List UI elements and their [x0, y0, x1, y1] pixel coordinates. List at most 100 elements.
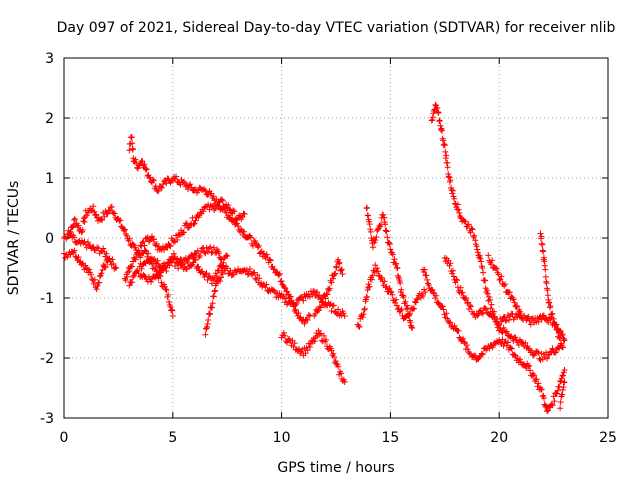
data-point — [132, 156, 139, 163]
data-point — [185, 186, 191, 193]
data-point — [178, 262, 185, 269]
data-point — [129, 279, 136, 286]
data-point — [170, 239, 177, 246]
data-point — [535, 318, 542, 325]
data-point — [498, 328, 505, 335]
data-point — [404, 305, 411, 312]
data-point — [341, 313, 348, 319]
data-point — [461, 339, 468, 345]
data-point — [284, 288, 291, 295]
data-point — [511, 352, 518, 359]
data-point — [251, 269, 258, 276]
data-point — [526, 362, 533, 369]
data-point — [168, 306, 175, 313]
data-point — [230, 207, 237, 214]
data-point — [559, 373, 566, 379]
data-point — [284, 339, 290, 346]
data-point — [474, 249, 481, 256]
data-point — [209, 300, 216, 307]
data-point — [93, 286, 100, 293]
data-point — [98, 216, 104, 223]
data-point — [557, 335, 564, 342]
data-point — [187, 181, 194, 188]
data-point — [459, 289, 466, 296]
data-point — [518, 313, 524, 319]
data-point — [478, 309, 485, 316]
data-point — [386, 285, 393, 292]
data-point — [195, 254, 202, 261]
data-point — [212, 287, 219, 294]
data-point — [338, 267, 345, 274]
data-point — [333, 263, 339, 270]
data-point — [301, 320, 308, 327]
data-point — [457, 284, 464, 291]
data-point — [117, 217, 124, 224]
data-point — [539, 241, 546, 248]
data-point — [436, 117, 443, 124]
data-point — [103, 250, 110, 257]
x-tick-labels: 0 5 10 15 20 25 — [60, 430, 617, 446]
data-point — [173, 173, 180, 180]
data-point — [397, 280, 404, 286]
data-point — [413, 296, 420, 303]
y-tick-label: -2 — [40, 351, 54, 367]
data-point — [449, 190, 456, 197]
data-point — [550, 393, 557, 400]
data-point — [335, 306, 342, 313]
data-point — [560, 379, 567, 386]
data-point — [106, 255, 113, 262]
data-point — [80, 218, 87, 225]
data-point — [531, 372, 537, 379]
data-point — [393, 296, 399, 303]
data-point — [291, 340, 298, 347]
data-point — [436, 118, 443, 125]
data-point — [546, 299, 553, 306]
data-point — [236, 212, 243, 219]
data-point — [366, 283, 373, 290]
data-point — [141, 161, 148, 168]
data-point — [123, 232, 130, 239]
data-point — [217, 278, 224, 285]
data-point — [364, 204, 370, 211]
data-point — [330, 350, 337, 357]
data-point — [482, 305, 489, 312]
data-point — [439, 135, 446, 142]
data-point — [544, 408, 551, 415]
data-point — [535, 349, 542, 356]
x-tick-label: 15 — [381, 430, 399, 446]
data-point — [278, 278, 285, 285]
data-point — [474, 246, 481, 253]
data-point — [91, 276, 98, 283]
data-point — [430, 107, 437, 114]
data-point — [148, 278, 154, 285]
data-point — [442, 148, 449, 155]
data-point — [470, 234, 477, 240]
data-point — [126, 235, 133, 242]
data-point — [162, 286, 169, 293]
data-point — [380, 211, 387, 218]
data-point — [138, 243, 145, 250]
data-point — [293, 300, 300, 307]
data-point — [409, 325, 416, 331]
data-point — [420, 293, 426, 299]
data-point — [84, 239, 91, 246]
data-point — [487, 305, 494, 312]
data-point — [488, 261, 495, 268]
data-point — [452, 200, 458, 207]
data-point — [441, 142, 448, 149]
y-tick-label: -1 — [40, 291, 54, 307]
data-point — [310, 288, 317, 295]
data-point — [467, 302, 473, 309]
data-point — [150, 177, 157, 184]
data-point — [328, 279, 335, 286]
data-point — [557, 405, 564, 412]
data-point — [100, 245, 107, 252]
data-point — [475, 311, 482, 318]
data-point — [316, 303, 323, 310]
data-point — [283, 295, 289, 302]
data-point — [207, 244, 214, 250]
data-point — [300, 297, 307, 304]
data-point — [339, 271, 346, 277]
data-point — [375, 268, 381, 275]
data-point — [207, 311, 214, 318]
